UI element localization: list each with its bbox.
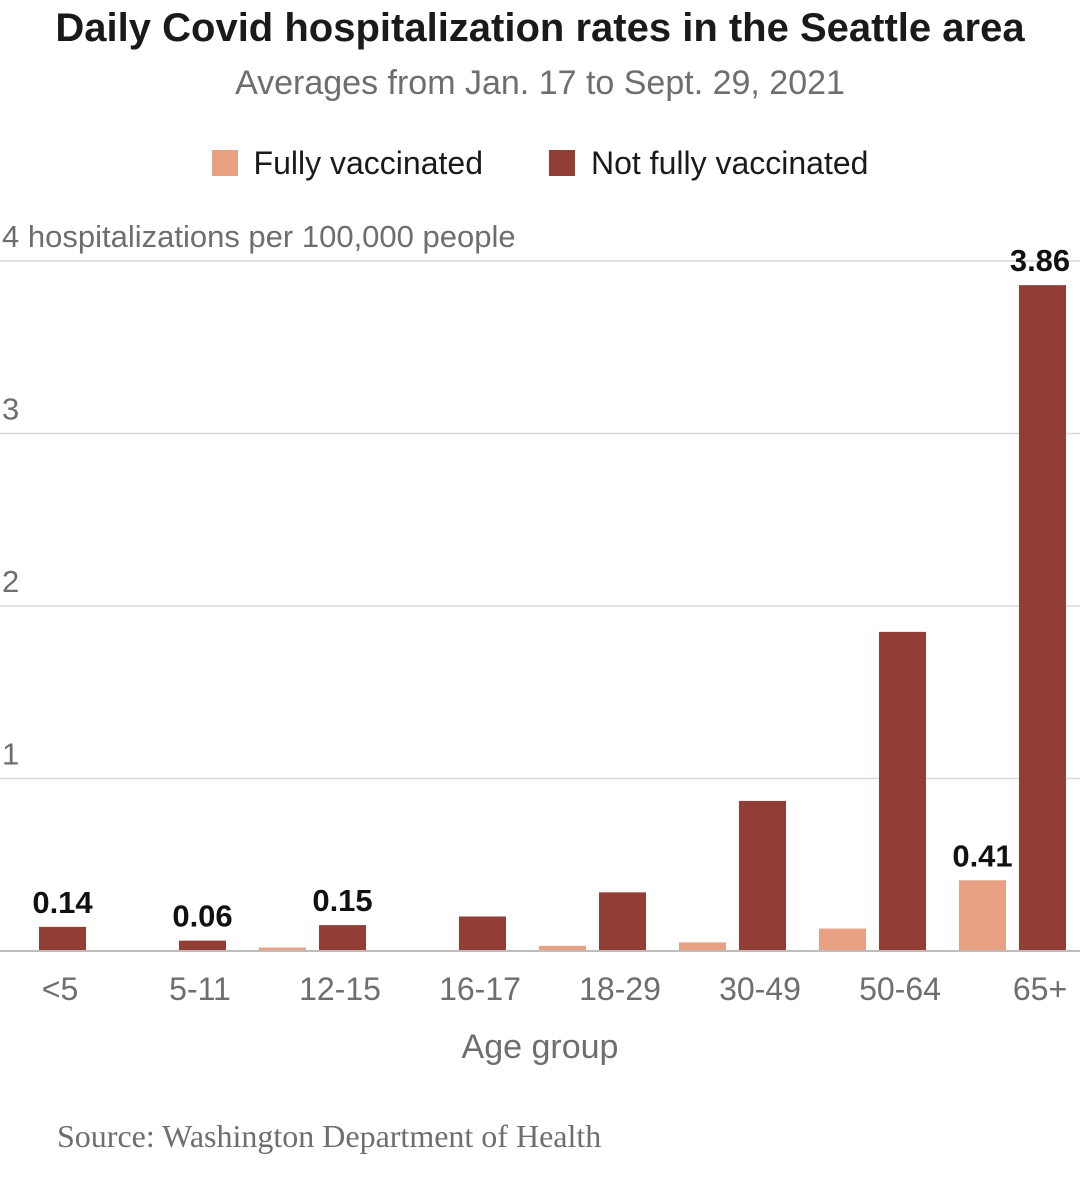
bar-not-fully-vaccinated-5-11	[179, 940, 226, 951]
x-tick-label: <5	[42, 971, 78, 1007]
chart-subtitle: Averages from Jan. 17 to Sept. 29, 2021	[235, 64, 845, 102]
legend-item-fully-vaccinated: Fully vaccinated	[211, 144, 483, 182]
x-tick-label: 18-29	[579, 971, 661, 1007]
bar-fully-vaccinated-50-64	[819, 928, 866, 951]
data-label: 0.06	[172, 899, 232, 934]
legend-item-not-fully-vaccinated: Not fully vaccinated	[548, 144, 869, 182]
data-label: 0.41	[952, 838, 1012, 873]
bar-fully-vaccinated-65+	[959, 880, 1006, 951]
chart-plot-area: 0.14 0.06 0.15 0.41 3.86 1 2 3 4 hospitalizatio…	[0, 219, 1080, 1066]
bar-not-fully-vaccinated-<5	[39, 926, 86, 951]
legend: Fully vaccinated Not fully vaccinated	[0, 140, 1080, 186]
x-tick-label: 50-64	[859, 971, 941, 1007]
bar-fully-vaccinated-18-29	[539, 945, 586, 951]
x-tick-label: 5-11	[169, 971, 231, 1007]
chart-title: Daily Covid hospitalization rates in the…	[55, 6, 1025, 50]
y-tick-label-2: 2	[2, 564, 19, 599]
bar-not-fully-vaccinated-16-17	[459, 916, 506, 951]
bars	[39, 285, 1066, 951]
bar-not-fully-vaccinated-65+	[1019, 285, 1066, 951]
y-tick-label-1: 1	[2, 737, 19, 772]
y-axis-label: 4 hospitalizations per 100,000 people	[2, 219, 516, 254]
source-note: Source: Washington Department of Health	[57, 1118, 602, 1154]
data-labels: 0.14 0.06 0.15 0.41 3.86	[32, 243, 1070, 934]
x-tick-label: 16-17	[439, 971, 521, 1007]
bar-not-fully-vaccinated-50-64	[879, 631, 926, 951]
legend-label-not-fully-vaccinated: Not fully vaccinated	[590, 144, 869, 181]
bar-fully-vaccinated-12-15	[259, 947, 306, 951]
legend-label-fully-vaccinated: Fully vaccinated	[253, 144, 483, 181]
data-label: 0.14	[32, 885, 93, 920]
x-tick-label: 12-15	[299, 971, 381, 1007]
axes: 1 2 3 4 hospitalizations per 100,000 people…	[0, 219, 1080, 1066]
bar-fully-vaccinated-30-49	[679, 942, 726, 951]
data-label: 3.86	[1010, 243, 1070, 278]
x-axis-title: Age group	[462, 1028, 619, 1066]
bar-not-fully-vaccinated-30-49	[739, 800, 786, 951]
bar-not-fully-vaccinated-18-29	[599, 892, 646, 951]
data-label: 0.15	[312, 883, 372, 918]
bar-not-fully-vaccinated-12-15	[319, 925, 366, 951]
x-tick-label: 65+	[1013, 971, 1067, 1007]
legend-swatch-not-fully-vaccinated	[548, 150, 575, 176]
x-tick-label: 30-49	[719, 971, 801, 1007]
y-tick-label-3: 3	[2, 392, 19, 427]
legend-swatch-fully-vaccinated	[211, 150, 238, 176]
